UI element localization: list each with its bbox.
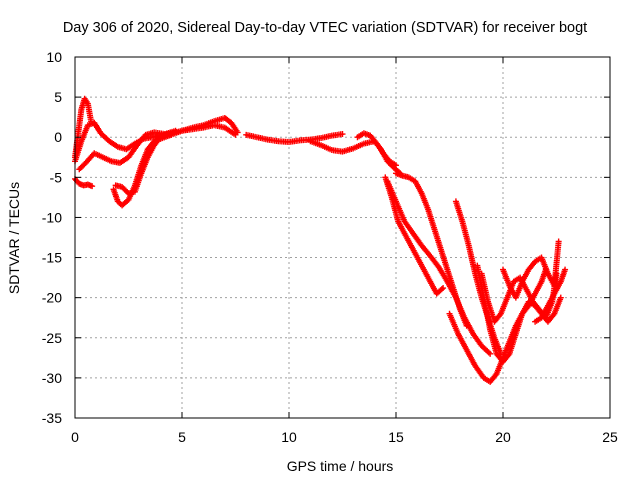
y-tick-label: 5 [54, 89, 62, 105]
y-tick-label: -35 [42, 410, 62, 426]
data-marker [438, 286, 445, 293]
x-tick-label: 10 [281, 429, 297, 445]
data-marker [487, 350, 494, 357]
x-axis-label: GPS time / hours [287, 458, 394, 474]
data-marker [555, 238, 562, 245]
data-marker [557, 294, 564, 301]
series-track-8 [243, 131, 346, 146]
series-track-4 [76, 127, 179, 173]
data-marker [234, 129, 241, 136]
y-tick-label: 10 [46, 49, 62, 65]
chart-title: Day 306 of 2020, Sidereal Day-to-day VTE… [63, 20, 587, 36]
series-track-18 [500, 238, 562, 301]
series-track-19 [532, 266, 569, 325]
x-tick-label: 25 [602, 429, 618, 445]
y-tick-label: 0 [54, 129, 62, 145]
y-axis-label: SDTVAR / TECUs [6, 182, 22, 294]
series-track-7 [157, 114, 241, 142]
series-track-13 [384, 178, 494, 357]
y-tick-label: -5 [50, 169, 63, 185]
data-marker [562, 266, 569, 273]
data-marker [393, 162, 399, 169]
x-tick-label: 5 [178, 429, 186, 445]
data-marker [89, 183, 96, 190]
data-marker [339, 131, 346, 138]
axis-ticks: 0 5 10 15 20 25 10 5 0 -5 -10 -15 -20 -25 -30 -35 [42, 49, 618, 445]
y-tick-label: -10 [42, 209, 62, 225]
y-tick-label: -30 [42, 370, 62, 386]
series-track-10 [354, 130, 399, 169]
series-track-6 [112, 134, 164, 197]
data-marker [440, 285, 447, 292]
data-series [72, 95, 569, 385]
x-tick-label: 0 [71, 429, 79, 445]
y-tick-label: -15 [42, 250, 62, 266]
x-tick-label: 15 [388, 429, 404, 445]
x-tick-label: 20 [495, 429, 511, 445]
y-tick-label: -25 [42, 330, 62, 346]
y-tick-label: -20 [42, 290, 62, 306]
plot-frame [74, 56, 611, 419]
